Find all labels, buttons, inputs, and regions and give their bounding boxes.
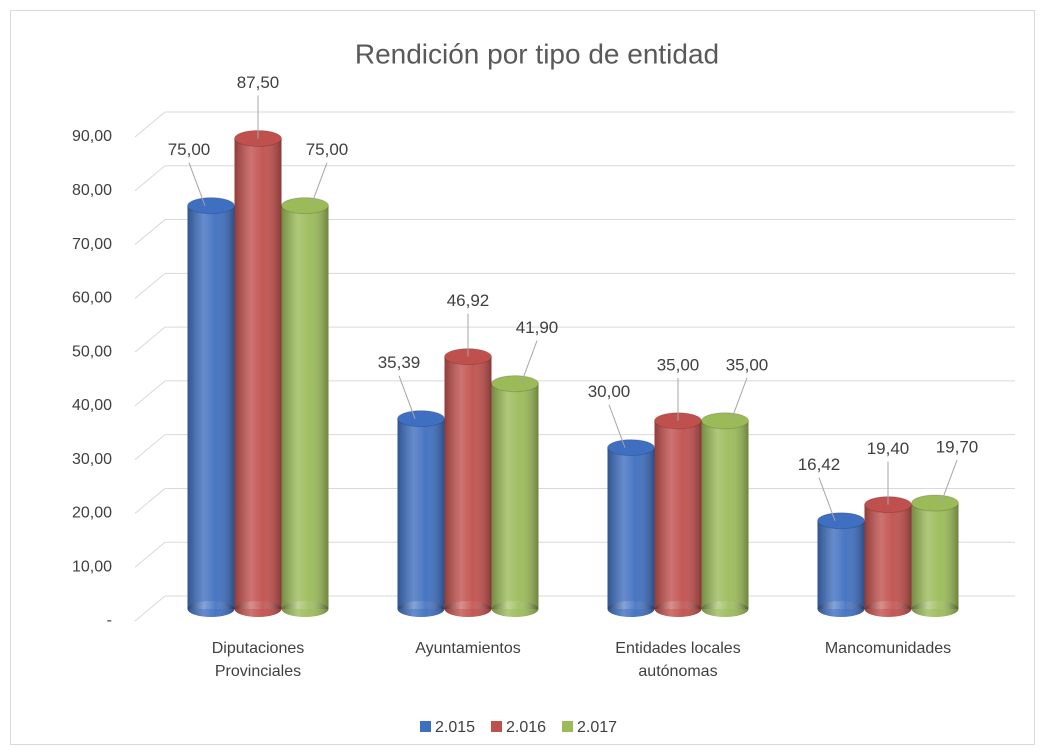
y-tick-label: 20,00 bbox=[72, 505, 112, 522]
cylinder-base-shade bbox=[607, 601, 655, 617]
legend-label: 2.016 bbox=[506, 719, 546, 736]
leader-line bbox=[310, 162, 328, 206]
cylinder-top bbox=[281, 197, 329, 215]
cylinder bbox=[911, 494, 959, 617]
x-tick-label: Mancomunidades bbox=[824, 640, 952, 657]
cylinder-base-shade bbox=[911, 601, 959, 617]
cylinder-top bbox=[607, 439, 655, 457]
leader-line bbox=[730, 377, 748, 421]
chart-title: Rendición por tipo de entidad bbox=[355, 38, 719, 69]
x-tick-label: Entidades locales autónomas bbox=[615, 640, 741, 680]
cylinder-shade bbox=[701, 420, 749, 609]
cylinder-shade bbox=[911, 503, 959, 609]
y-tick-label: 40,00 bbox=[72, 397, 112, 414]
cylinder-shade bbox=[281, 205, 329, 609]
data-label: 46,92 bbox=[447, 291, 490, 310]
grid-line bbox=[134, 272, 166, 299]
cylinder-top bbox=[817, 512, 865, 530]
y-tick-label: 90,00 bbox=[72, 128, 112, 145]
data-label: 19,40 bbox=[867, 439, 910, 458]
legend-swatch bbox=[420, 721, 431, 732]
legend-label: 2.017 bbox=[577, 719, 617, 736]
legend-label: 2.015 bbox=[435, 719, 475, 736]
cylinder-base-shade bbox=[864, 601, 912, 617]
cylinder-base-shade bbox=[654, 601, 702, 617]
leader-line bbox=[818, 477, 836, 521]
cylinder bbox=[281, 197, 329, 617]
grid-line bbox=[134, 165, 166, 192]
cylinder bbox=[654, 412, 702, 617]
cylinder bbox=[817, 512, 865, 617]
cylinder bbox=[864, 496, 912, 617]
cylinder-top bbox=[397, 410, 445, 428]
grid-line bbox=[134, 541, 166, 568]
cylinder-base-shade bbox=[817, 601, 865, 617]
x-tick-label: Ayuntamientos bbox=[415, 640, 521, 657]
y-tick-label: - bbox=[107, 612, 112, 629]
cylinder-shade bbox=[234, 138, 282, 609]
cylinder-top bbox=[491, 375, 539, 393]
x-tick-label: Diputaciones Provinciales bbox=[211, 640, 305, 680]
data-label: 19,70 bbox=[936, 438, 979, 457]
leader-line bbox=[398, 375, 416, 419]
cylinder-shade bbox=[864, 504, 912, 609]
cylinder bbox=[234, 129, 282, 617]
cylinder-shade bbox=[491, 383, 539, 609]
grid-line bbox=[134, 380, 166, 407]
cylinder-top bbox=[187, 197, 235, 215]
cylinder bbox=[397, 410, 445, 617]
cylinder-shade bbox=[397, 418, 445, 609]
y-tick-label: 10,00 bbox=[72, 558, 112, 575]
legend-swatch bbox=[491, 721, 502, 732]
cylinder-shade bbox=[817, 520, 865, 609]
data-label: 75,00 bbox=[168, 140, 211, 159]
cylinder bbox=[491, 375, 539, 617]
data-label: 87,50 bbox=[237, 73, 280, 92]
legend-swatch bbox=[562, 721, 573, 732]
y-tick-label: 60,00 bbox=[72, 290, 112, 307]
cylinder-top bbox=[701, 412, 749, 430]
leader-line bbox=[520, 340, 538, 384]
grid-line bbox=[134, 326, 166, 353]
y-tick-label: 80,00 bbox=[72, 182, 112, 199]
cylinder bbox=[701, 412, 749, 617]
leader-line bbox=[188, 162, 206, 206]
cylinder-base-shade bbox=[281, 601, 329, 617]
y-tick-label: 70,00 bbox=[72, 236, 112, 253]
grid-line bbox=[134, 595, 166, 622]
cylinder-top bbox=[911, 494, 959, 512]
cylinder bbox=[444, 348, 492, 617]
data-label: 30,00 bbox=[588, 382, 631, 401]
leader-line bbox=[608, 404, 626, 448]
data-label: 35,00 bbox=[726, 355, 769, 374]
grid-line bbox=[134, 434, 166, 461]
data-label: 41,90 bbox=[516, 318, 559, 337]
cylinder-base-shade bbox=[491, 601, 539, 617]
cylinder-base-shade bbox=[397, 601, 445, 617]
data-label: 16,42 bbox=[798, 455, 841, 474]
y-tick-label: 30,00 bbox=[72, 451, 112, 468]
cylinder-shade bbox=[187, 205, 235, 609]
cylinder bbox=[187, 197, 235, 617]
data-label: 75,00 bbox=[306, 140, 349, 159]
cylinder-base-shade bbox=[444, 601, 492, 617]
cylinder-base-shade bbox=[187, 601, 235, 617]
y-tick-label: 50,00 bbox=[72, 343, 112, 360]
cylinder-shade bbox=[607, 447, 655, 609]
leader-line bbox=[940, 459, 958, 504]
cylinder-shade bbox=[444, 356, 492, 609]
grid-line bbox=[134, 488, 166, 514]
cylinder-base-shade bbox=[234, 601, 282, 617]
grid-line bbox=[134, 111, 166, 138]
data-label: 35,00 bbox=[657, 355, 700, 374]
grid-line bbox=[134, 219, 166, 245]
cylinder bbox=[607, 439, 655, 617]
cylinder-base-shade bbox=[701, 601, 749, 617]
cylinder-shade bbox=[654, 420, 702, 609]
data-label: 35,39 bbox=[378, 353, 421, 372]
